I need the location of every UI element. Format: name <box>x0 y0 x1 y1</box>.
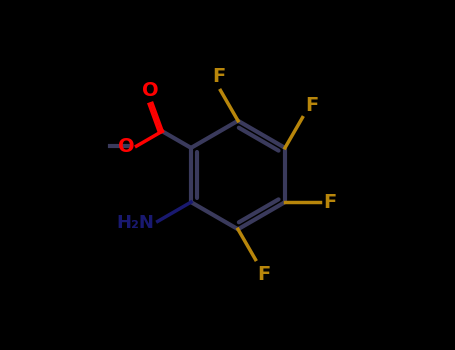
Text: F: F <box>305 96 318 115</box>
Text: H₂N: H₂N <box>116 214 154 232</box>
Text: F: F <box>212 67 225 86</box>
Text: O: O <box>142 82 159 100</box>
Text: F: F <box>324 193 337 212</box>
Text: O: O <box>118 136 135 156</box>
Text: F: F <box>257 265 271 284</box>
